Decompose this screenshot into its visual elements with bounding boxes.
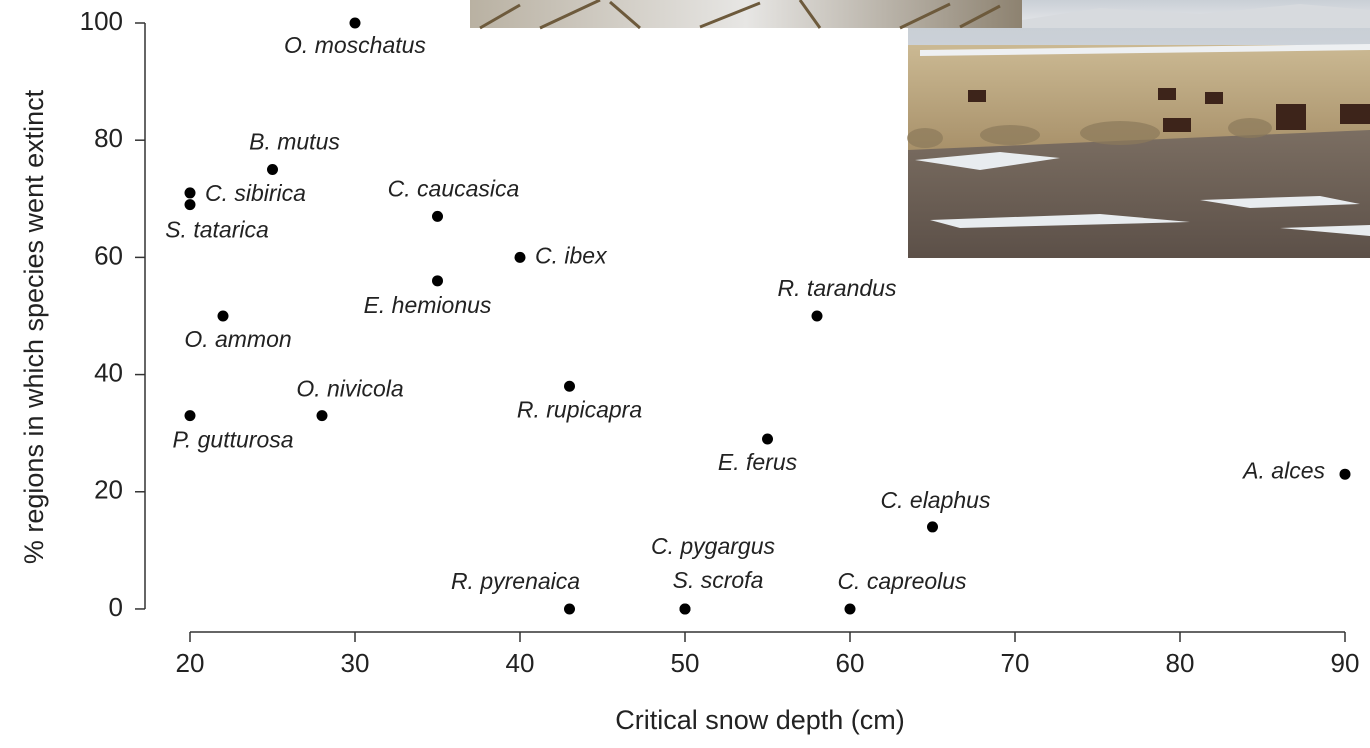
point-label: E. hemionus xyxy=(364,292,492,318)
point-label: E. ferus xyxy=(718,449,798,475)
landscape-photo xyxy=(907,0,1370,258)
point-label: C. pygargus xyxy=(651,533,776,559)
x-tick-label: 30 xyxy=(341,648,370,678)
point-label: C. capreolus xyxy=(837,568,967,594)
plot-area: 0 20 40 60 80 100 20 30 40 50 60 70 80 90 O. moschatus… xyxy=(80,6,1360,678)
point-label: C. sibirica xyxy=(205,180,306,206)
y-tick-label: 100 xyxy=(80,6,123,36)
point-label: O. nivicola xyxy=(296,376,403,402)
point xyxy=(811,310,823,322)
x-tick-label: 20 xyxy=(176,648,205,678)
point xyxy=(762,433,773,445)
x-tick-label: 90 xyxy=(1331,648,1360,678)
point xyxy=(432,275,443,287)
point xyxy=(927,521,938,533)
point-label: O. moschatus xyxy=(284,32,426,58)
x-tick-label: 40 xyxy=(506,648,535,678)
point xyxy=(184,187,196,199)
point xyxy=(349,17,361,29)
point xyxy=(1339,468,1351,480)
point-label: A. alces xyxy=(1241,457,1325,483)
point xyxy=(184,410,196,422)
y-tick-label: 80 xyxy=(94,123,123,153)
y-tick-label: 60 xyxy=(94,240,123,270)
point xyxy=(564,603,575,615)
point-label: P. gutturosa xyxy=(172,427,293,453)
x-tick-label: 60 xyxy=(836,648,865,678)
y-tick-label: 20 xyxy=(94,475,123,505)
photo-strip xyxy=(470,0,1022,30)
point xyxy=(844,603,856,615)
point xyxy=(432,210,443,222)
point xyxy=(267,163,278,175)
point xyxy=(514,251,526,263)
point-label: C. ibex xyxy=(535,242,608,268)
y-tick-label: 0 xyxy=(109,592,123,622)
point xyxy=(564,380,575,392)
point-label: O. ammon xyxy=(184,326,291,352)
x-tick-label: 50 xyxy=(671,648,700,678)
point-label: C. elaphus xyxy=(881,487,991,513)
x-tick-label: 80 xyxy=(1166,648,1195,678)
point-label: R. tarandus xyxy=(778,275,897,301)
point-label: S. scrofa xyxy=(673,567,764,593)
point xyxy=(316,410,328,422)
y-axis-title: % regions in which species went extinct xyxy=(19,89,49,564)
point xyxy=(184,199,196,211)
point-label: R. rupicapra xyxy=(517,396,642,422)
x-axis-title: Critical snow depth (cm) xyxy=(615,705,905,735)
y-tick-label: 40 xyxy=(94,357,123,387)
point-label: B. mutus xyxy=(249,129,340,155)
x-tick-label: 70 xyxy=(1001,648,1030,678)
point-label: C. caucasica xyxy=(388,175,520,201)
point xyxy=(679,603,691,615)
point-label: S. tatarica xyxy=(165,217,269,243)
point-label: R. pyrenaica xyxy=(451,568,580,594)
point xyxy=(217,310,229,322)
